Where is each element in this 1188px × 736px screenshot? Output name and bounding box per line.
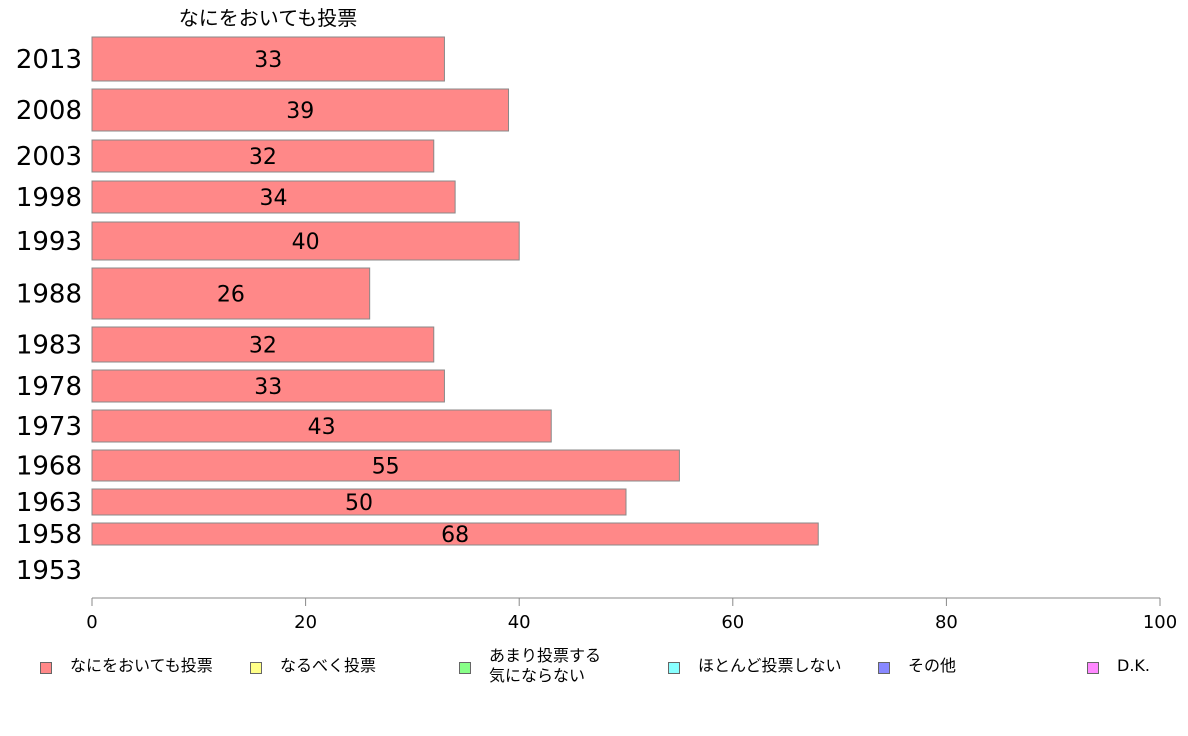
legend-label: D.K. (1117, 656, 1150, 675)
data-label: 32 (249, 145, 277, 170)
y-tick-label: 1973 (16, 412, 82, 442)
legend-swatch (1087, 662, 1099, 674)
y-tick-label: 1968 (16, 452, 82, 482)
x-tick-label: 100 (1143, 612, 1177, 633)
y-tick-label: 1958 (16, 520, 82, 550)
y-axis-labels: 2013 2008 2003 1998 1993 1988 1983 1978 1973 1968… (16, 45, 82, 586)
y-tick-label: 2008 (16, 96, 82, 126)
legend-item: ほとんど投票しない (668, 656, 842, 676)
bar (91, 326, 435, 363)
x-tick-label: 60 (721, 612, 744, 633)
bar (91, 139, 435, 173)
legend-swatch (40, 662, 52, 674)
legend-item: その他 (878, 656, 956, 676)
y-tick-label: 2013 (16, 45, 82, 75)
legend-item: なるべく投票 (250, 656, 376, 676)
data-label: 50 (345, 491, 373, 516)
y-tick-label: 1978 (16, 372, 82, 402)
data-label: 26 (217, 283, 245, 308)
y-tick-label: 1998 (16, 183, 82, 213)
data-label: 43 (308, 415, 336, 440)
y-tick-label: 1983 (16, 331, 82, 361)
legend: なにをおいても投票 なるべく投票 あまり投票する 気にならない ほとんど投票しな… (0, 646, 1188, 696)
data-label: 33 (254, 375, 282, 400)
legend-swatch (250, 662, 262, 674)
legend-label: その他 (908, 656, 957, 675)
legend-label: なるべく投票 (280, 656, 377, 675)
x-tick-label: 40 (508, 612, 531, 633)
x-tick-label: 80 (935, 612, 958, 633)
data-label: 39 (286, 99, 314, 124)
data-label: 68 (441, 523, 469, 548)
bar (91, 267, 371, 320)
bar (91, 522, 819, 546)
data-label: 34 (260, 186, 288, 211)
legend-label: あまり投票する 気にならない (489, 646, 602, 685)
bar (91, 36, 445, 82)
bar (91, 221, 520, 261)
legend-item: D.K. (1087, 656, 1150, 676)
data-label: 55 (372, 455, 400, 480)
bar (91, 88, 510, 132)
bar (91, 488, 627, 516)
bar (91, 180, 456, 214)
y-tick-label: 1988 (16, 280, 82, 310)
legend-swatch (459, 662, 471, 674)
bar (91, 409, 552, 443)
legend-swatch (878, 662, 890, 674)
data-label: 33 (254, 48, 282, 73)
legend-label: ほとんど投票しない (698, 656, 842, 675)
x-axis: 0 20 40 60 80 100 (86, 597, 1177, 633)
bar (91, 449, 680, 482)
y-tick-label: 2003 (16, 142, 82, 172)
legend-item: なにをおいても投票 (40, 656, 213, 676)
legend-item: あまり投票する 気にならない (459, 646, 601, 686)
chart-title: なにをおいても投票 (179, 6, 357, 30)
data-label: 40 (292, 230, 320, 255)
x-tick-label: 0 (86, 612, 97, 633)
y-tick-label: 1963 (16, 488, 82, 518)
y-tick-label: 1993 (16, 227, 82, 257)
y-tick-label: 1953 (16, 556, 82, 586)
x-tick-label: 20 (294, 612, 317, 633)
legend-swatch (668, 662, 680, 674)
legend-label: なにをおいても投票 (70, 656, 213, 675)
bar (91, 369, 445, 403)
data-label: 32 (249, 334, 277, 359)
